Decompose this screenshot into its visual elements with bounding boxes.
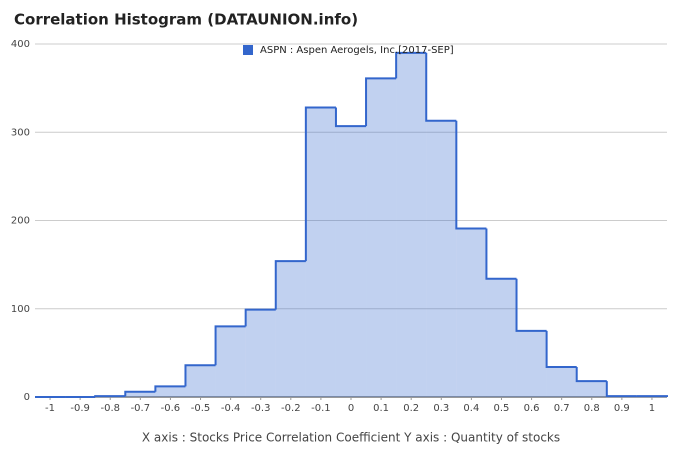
bar-outline — [575, 366, 607, 383]
bar — [456, 228, 487, 397]
bar-outline — [244, 308, 276, 327]
bar-outline — [334, 107, 367, 128]
x-tick-label: 0.2 — [403, 403, 419, 414]
x-tick-label: 0.6 — [524, 403, 540, 414]
bar-outline — [184, 364, 216, 387]
bar — [185, 365, 216, 397]
bar — [125, 391, 156, 397]
bar — [396, 52, 427, 397]
bar-outline — [485, 228, 517, 280]
x-tick-label: -0.1 — [311, 403, 331, 414]
bar-outline — [515, 278, 547, 332]
bar — [516, 330, 547, 397]
x-tick-label: 0.7 — [554, 403, 570, 414]
x-tick-label: 0 — [348, 403, 354, 414]
bar-outline — [455, 120, 487, 230]
y-tick-label: 100 — [11, 304, 30, 315]
bar-outline — [304, 106, 336, 262]
bar — [275, 261, 306, 397]
bar-outline — [365, 77, 397, 127]
bar — [155, 386, 186, 397]
x-tick-label: -0.2 — [281, 403, 301, 414]
x-tick-label: 0.1 — [373, 403, 389, 414]
x-tick-label: -0.5 — [191, 403, 211, 414]
x-tick-label: 0.3 — [433, 403, 449, 414]
bar — [426, 120, 457, 397]
x-axis-title: X axis : Stocks Price Correlation Coeffi… — [142, 431, 560, 445]
bar-outline — [94, 395, 126, 398]
bar — [576, 381, 607, 397]
y-tick-label: 200 — [11, 216, 30, 227]
x-tick-label: -1 — [45, 403, 55, 414]
bar-outline — [545, 330, 577, 368]
x-tick-label: -0.3 — [251, 403, 271, 414]
chart-title: Correlation Histogram (DATAUNION.info) — [14, 11, 358, 29]
bar-outline — [124, 390, 156, 397]
x-tick-label: -0.9 — [70, 403, 90, 414]
x-tick-label: 0.4 — [463, 403, 479, 414]
x-tick-label: 0.9 — [614, 403, 630, 414]
bar-outline — [154, 385, 186, 392]
legend-swatch — [243, 45, 253, 55]
bar — [305, 107, 336, 397]
x-tick-label: 0.5 — [494, 403, 510, 414]
bar — [546, 366, 577, 397]
bar — [486, 278, 517, 397]
bar-outline — [605, 381, 637, 398]
bar-outline — [274, 260, 306, 310]
bar — [245, 309, 276, 397]
legend-label: ASPN : Aspen Aerogels, Inc.[2017-SEP] — [260, 45, 454, 56]
x-tick-label: 0.8 — [584, 403, 600, 414]
x-tick-label: -0.4 — [221, 403, 241, 414]
y-tick-label: 0 — [24, 392, 30, 403]
x-tick-label: -0.6 — [161, 403, 181, 414]
x-tick-label: 1 — [649, 403, 655, 414]
x-tick-label: -0.8 — [100, 403, 120, 414]
bar — [366, 78, 397, 397]
bar — [335, 126, 367, 397]
x-tick-label: -0.7 — [131, 403, 151, 414]
bar-outline — [214, 325, 246, 366]
bar-outline — [636, 395, 668, 398]
bar-outline — [395, 51, 427, 79]
y-tick-label: 300 — [11, 127, 30, 138]
bar — [215, 326, 246, 397]
y-tick-label: 400 — [11, 39, 30, 50]
bar-outline — [425, 52, 457, 122]
